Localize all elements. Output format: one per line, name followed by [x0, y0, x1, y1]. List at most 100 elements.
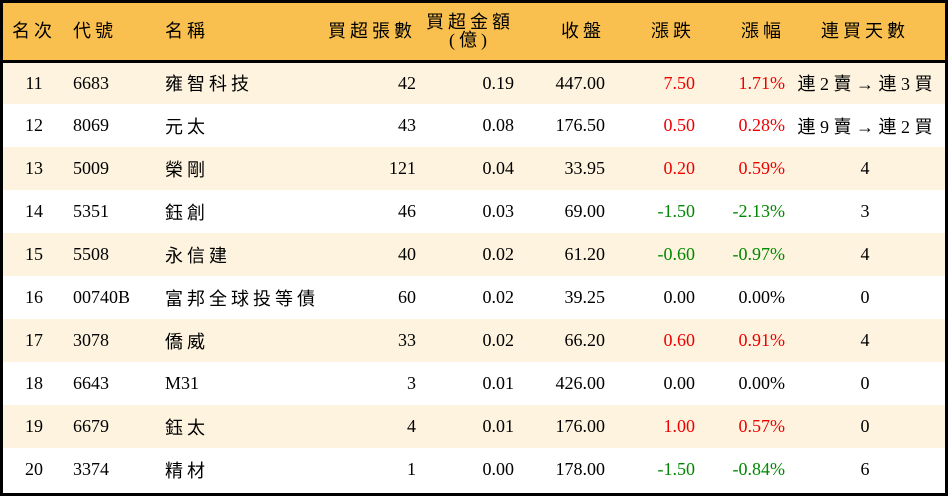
cell-change: -0.60	[657, 244, 696, 264]
cell-rank: 16	[25, 287, 43, 307]
cell-net-buy-lots: 4	[407, 416, 416, 436]
header-change: 漲跌	[605, 3, 695, 63]
cell-name: M31	[165, 373, 200, 393]
header-change-pct: 漲幅	[695, 3, 785, 63]
cell-change-pct: 0.00%	[738, 373, 786, 393]
cell-net-buy-amount: 0.08	[482, 115, 515, 135]
cell-close: 66.20	[564, 330, 606, 350]
header-net-buy-amount-label: 買超金額	[426, 12, 514, 33]
cell-net-buy-amount: 0.01	[482, 373, 515, 393]
table-row: 19 6679 鈺太 4 0.01 176.00 1.00 0.57% 0	[3, 405, 945, 448]
cell-close: 176.00	[555, 416, 606, 436]
cell-rank: 18	[25, 373, 43, 393]
cell-net-buy-lots: 60	[398, 287, 416, 307]
cell-name: 元太	[165, 116, 209, 137]
cell-rank: 15	[25, 244, 43, 264]
net-buy-ranking-table: 名次 代號 名稱 買超張數 買超金額 (億) 收盤 漲跌 漲幅 連買天數 11	[3, 3, 945, 491]
cell-change-pct: -0.84%	[732, 459, 786, 479]
cell-code: 8069	[73, 115, 109, 135]
cell-change: 7.50	[663, 72, 696, 93]
cell-close: 33.95	[564, 158, 606, 178]
table-row: 14 5351 鈺創 46 0.03 69.00 -1.50 -2.13% 3	[3, 190, 945, 233]
cell-change: 0.60	[663, 330, 696, 350]
cell-net-buy-amount: 0.03	[482, 201, 515, 221]
cell-consecutive-buy-days: 連 2 賣 → 連 3 買	[797, 74, 933, 95]
cell-net-buy-amount: 0.01	[482, 416, 515, 436]
cell-consecutive-buy-days: 4	[860, 330, 870, 350]
cell-close: 39.25	[564, 287, 606, 307]
cell-rank: 19	[25, 416, 43, 436]
cell-change: 1.00	[663, 416, 696, 436]
cell-rank: 20	[25, 459, 43, 479]
header-net-buy-amount-unit: (億)	[449, 30, 491, 51]
header-code: 代號	[65, 3, 157, 63]
cell-change-pct: 0.00%	[738, 287, 786, 307]
header-rank: 名次	[3, 3, 65, 63]
cell-close: 178.00	[555, 459, 606, 479]
cell-consecutive-buy-days: 4	[860, 244, 870, 264]
cell-code: 5351	[73, 201, 109, 221]
cell-change-pct: -0.97%	[732, 244, 786, 264]
cell-code: 3374	[73, 459, 109, 479]
cell-net-buy-amount: 0.02	[482, 287, 515, 307]
cell-name: 雍智科技	[165, 74, 253, 95]
cell-name: 鈺太	[165, 417, 209, 438]
cell-rank: 12	[25, 115, 43, 135]
cell-net-buy-amount: 0.19	[482, 72, 515, 93]
table-row: 15 5508 永信建 40 0.02 61.20 -0.60 -0.97% 4	[3, 233, 945, 276]
table-row: 18 6643 M31 3 0.01 426.00 0.00 0.00% 0	[3, 362, 945, 405]
cell-net-buy-lots: 40	[398, 244, 416, 264]
table-row: 11 6683 雍智科技 42 0.19 447.00 7.50 1.71% 連…	[3, 61, 945, 104]
cell-net-buy-lots: 46	[398, 201, 416, 221]
cell-consecutive-buy-days: 連 9 賣 → 連 2 買	[797, 116, 933, 137]
cell-code: 00740B	[73, 287, 131, 307]
cell-name: 精材	[165, 460, 209, 481]
header-close: 收盤	[514, 3, 605, 63]
cell-consecutive-buy-days: 0	[860, 373, 870, 393]
cell-code: 5009	[73, 158, 109, 178]
cell-net-buy-amount: 0.00	[482, 459, 515, 479]
table-row: 20 3374 精材 1 0.00 178.00 -1.50 -0.84% 6	[3, 448, 945, 491]
header-consecutive-buy-days: 連買天數	[785, 3, 945, 63]
cell-rank: 14	[25, 201, 43, 221]
cell-code: 5508	[73, 244, 109, 264]
cell-consecutive-buy-days: 0	[860, 287, 870, 307]
cell-change-pct: 0.57%	[738, 416, 786, 436]
cell-change: 0.50	[663, 115, 696, 135]
header-name: 名稱	[157, 3, 319, 63]
cell-name: 榮剛	[165, 159, 209, 180]
cell-code: 6643	[73, 373, 109, 393]
cell-rank: 13	[25, 158, 43, 178]
cell-close: 69.00	[564, 201, 606, 221]
cell-change-pct: -2.13%	[732, 201, 786, 221]
cell-consecutive-buy-days: 6	[860, 459, 870, 479]
table-row: 13 5009 榮剛 121 0.04 33.95 0.20 0.59% 4	[3, 147, 945, 190]
header-net-buy-amount: 買超金額 (億)	[416, 3, 514, 63]
cell-name: 永信建	[165, 245, 231, 266]
cell-close: 426.00	[555, 373, 606, 393]
cell-net-buy-lots: 121	[389, 158, 416, 178]
cell-code: 3078	[73, 330, 109, 350]
cell-net-buy-amount: 0.04	[482, 158, 515, 178]
table-row: 17 3078 僑威 33 0.02 66.20 0.60 0.91% 4	[3, 319, 945, 362]
cell-change-pct: 0.28%	[738, 115, 786, 135]
cell-change: -1.50	[657, 201, 696, 221]
cell-change: 0.00	[663, 373, 696, 393]
cell-name: 鈺創	[165, 202, 209, 223]
table-header-row: 名次 代號 名稱 買超張數 買超金額 (億) 收盤 漲跌 漲幅 連買天數	[3, 3, 945, 63]
header-net-buy-lots: 買超張數	[319, 3, 416, 63]
cell-change-pct: 0.91%	[738, 330, 786, 350]
cell-name: 僑威	[165, 331, 209, 352]
cell-net-buy-lots: 33	[398, 330, 416, 350]
cell-consecutive-buy-days: 0	[860, 416, 870, 436]
cell-change: 0.00	[663, 287, 696, 307]
cell-change-pct: 1.71%	[738, 72, 786, 93]
cell-net-buy-lots: 1	[407, 459, 416, 479]
cell-change: 0.20	[663, 158, 696, 178]
cell-name: 富邦全球投等債	[165, 288, 319, 309]
cell-code: 6683	[73, 72, 109, 93]
cell-consecutive-buy-days: 3	[860, 201, 870, 221]
cell-net-buy-lots: 42	[398, 72, 416, 93]
cell-rank: 17	[25, 330, 43, 350]
